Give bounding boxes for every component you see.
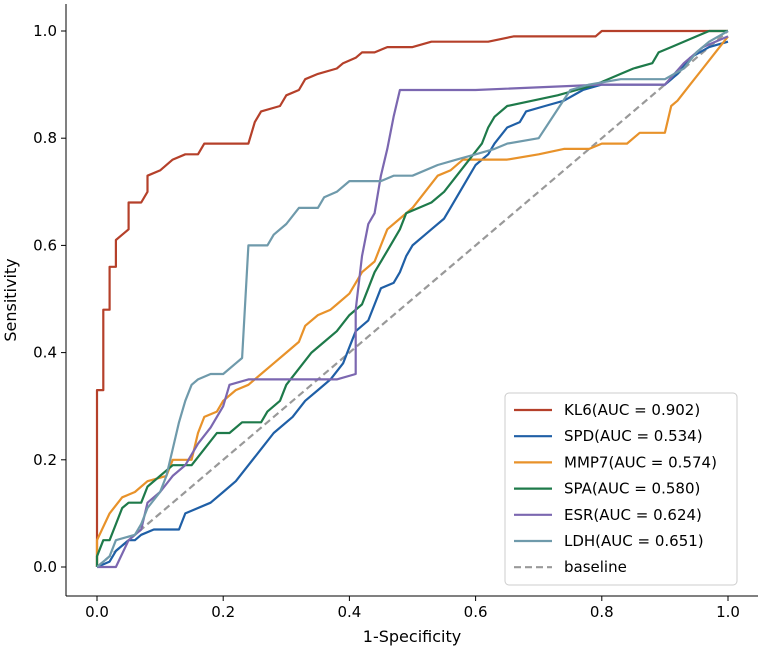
x-tick-label: 0.4	[337, 603, 361, 621]
legend-label: ESR(AUC = 0.624)	[564, 506, 702, 524]
series-line-kl6	[95, 29, 728, 567]
y-tick-label: 0.8	[33, 129, 57, 147]
legend-box	[504, 392, 738, 586]
y-ticks: 0.0 0.2 0.4 0.6 0.8 1.0	[33, 22, 66, 576]
x-tick-label: 1.0	[716, 603, 740, 621]
legend-label: MMP7(AUC = 0.574)	[564, 453, 717, 471]
series-line-baseline	[96, 30, 729, 568]
y-axis-title: Sensitivity	[1, 258, 20, 341]
series-line-spd	[96, 40, 729, 569]
x-axis-title: 1-Specificity	[363, 627, 461, 646]
series-line-mmp7	[95, 35, 729, 567]
y-tick-label: 1.0	[33, 22, 57, 40]
legend-label: SPD(AUC = 0.534)	[564, 427, 703, 445]
y-tick-label: 0.6	[33, 236, 57, 254]
axes: 0.0 0.2 0.4 0.6 0.8 1.0 0.0 0.2 0.4 0.6 0.8 1.0	[33, 4, 758, 621]
y-tick-label: 0.2	[33, 451, 57, 469]
legend-label: LDH(AUC = 0.651)	[564, 532, 704, 550]
x-tick-label: 0.6	[464, 603, 488, 621]
x-ticks: 0.0 0.2 0.4 0.6 0.8 1.0	[85, 596, 740, 621]
y-tick-label: 0.0	[33, 558, 57, 576]
plot-lines	[95, 29, 729, 569]
legend-label: KL6(AUC = 0.902)	[564, 401, 700, 419]
x-tick-label: 0.8	[590, 603, 614, 621]
x-tick-label: 0.0	[85, 603, 109, 621]
legend: KL6(AUC = 0.902) SPD(AUC = 0.534) MMP7(AUC…	[504, 392, 738, 586]
x-tick-label: 0.2	[211, 603, 235, 621]
series-line-ldh	[96, 30, 729, 568]
y-tick-label: 0.4	[33, 344, 57, 362]
legend-label: baseline	[564, 558, 627, 576]
legend-label: SPA(AUC = 0.580)	[564, 480, 700, 498]
